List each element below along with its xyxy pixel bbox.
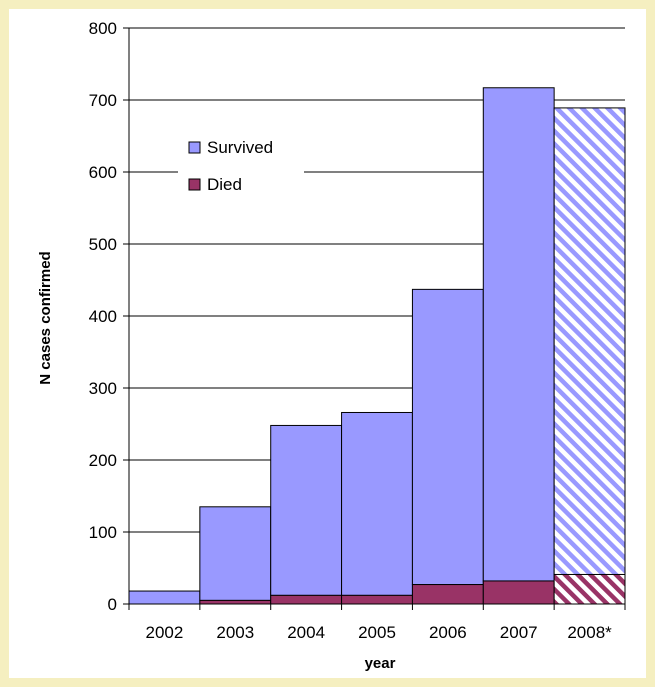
bar-died-2005 (341, 594, 413, 605)
x-tick-label-2004: 2004 (287, 623, 325, 642)
y-tick-label-700: 700 (89, 91, 117, 110)
x-tick-label-2007: 2007 (500, 623, 538, 642)
legend: Survived Died (178, 132, 304, 206)
x-tick-label-2002: 2002 (146, 623, 184, 642)
x-tick-label-2006: 2006 (429, 623, 467, 642)
legend-swatch-died (188, 178, 201, 191)
y-tick-label-600: 600 (89, 163, 117, 182)
y-tick-label-400: 400 (89, 307, 117, 326)
bars (128, 87, 626, 605)
bar-died-2008* (553, 573, 626, 605)
bar-survived-2008* (553, 107, 626, 575)
bar-chart: 0 100 200 300 400 500 600 700 800 2002 2003 2004 200… (37, 19, 626, 672)
y-tick-label-500: 500 (89, 235, 117, 254)
legend-label-survived: Survived (207, 138, 273, 157)
tick-labels: 0 100 200 300 400 500 600 700 800 2002 2003 2004 200… (89, 19, 613, 642)
bar-survived-2003 (199, 506, 272, 601)
y-axis-title: N cases confirmed (37, 251, 54, 384)
chart-panel: 0 100 200 300 400 500 600 700 800 2002 2003 2004 200… (9, 9, 646, 678)
axes (123, 27, 626, 610)
bar-survived-2006 (411, 288, 484, 586)
bar-died-2004 (270, 594, 343, 605)
y-tick-label-300: 300 (89, 379, 117, 398)
bar-died-2007 (482, 580, 555, 605)
y-tick-label-800: 800 (89, 19, 117, 38)
bar-survived-2005 (341, 411, 413, 596)
bar-survived-2004 (270, 424, 343, 596)
y-tick-label-0: 0 (108, 595, 117, 614)
x-axis-title: year (365, 655, 396, 672)
x-tick-label-2008*: 2008* (567, 623, 612, 642)
y-tick-label-200: 200 (89, 451, 117, 470)
legend-label-died: Died (207, 175, 242, 194)
bar-died-2006 (411, 584, 484, 605)
x-tick-label-2005: 2005 (358, 623, 396, 642)
x-tick-label-2003: 2003 (216, 623, 254, 642)
bar-survived-2007 (482, 87, 555, 582)
bar-survived-2002 (128, 590, 201, 605)
y-tick-label-100: 100 (89, 523, 117, 542)
bar-died-2003 (199, 599, 272, 605)
legend-swatch-survived (188, 141, 201, 154)
